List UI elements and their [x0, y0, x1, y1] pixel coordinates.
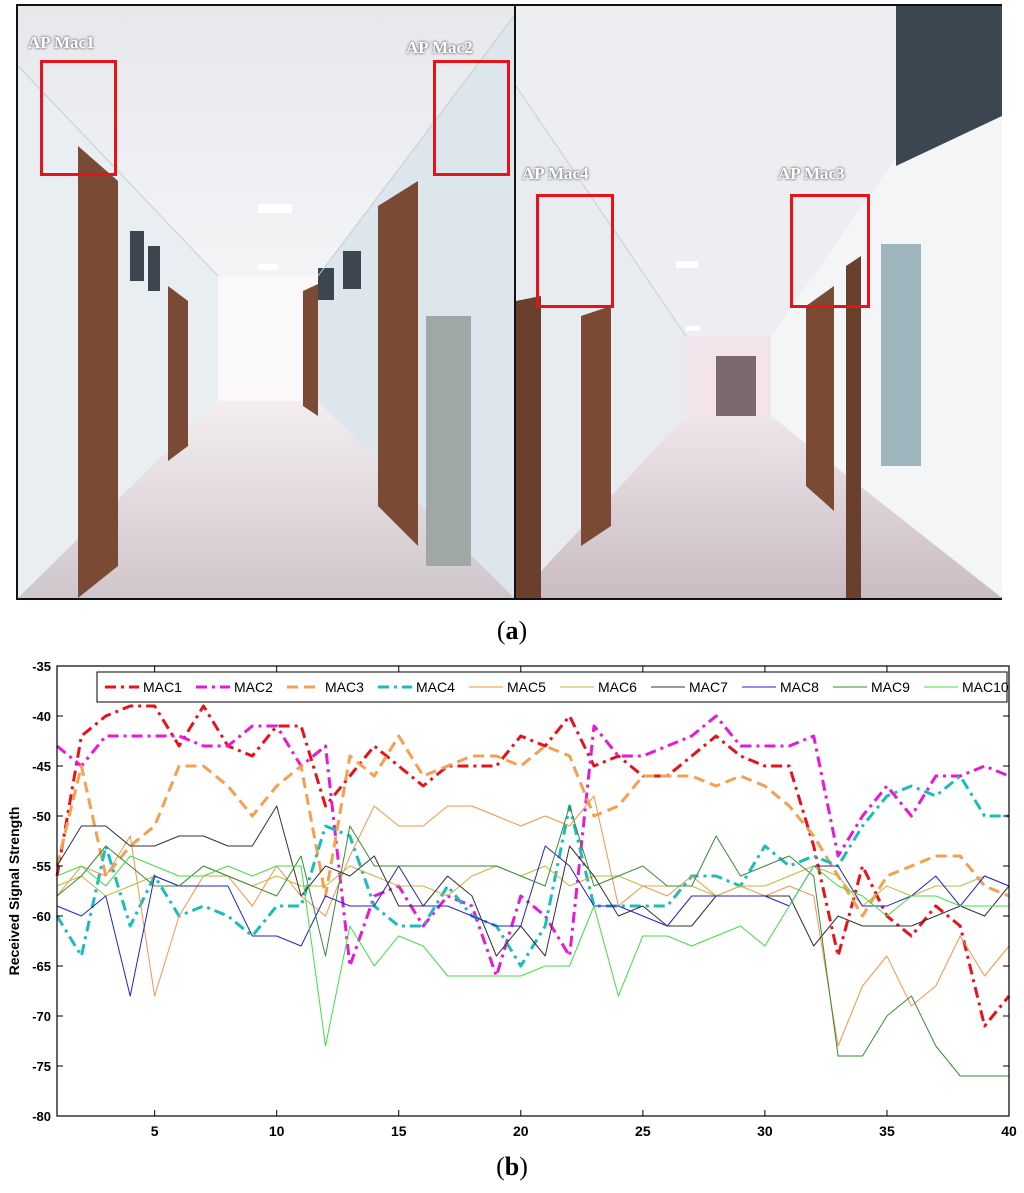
y-tick-label: -45 — [32, 759, 51, 774]
ap-mac2-box — [433, 60, 510, 176]
axis-layer: -80 -75 -70 -65 -60 -55 -50 -45 -40 -35 5 10 15 20 25 3… — [6, 659, 1017, 1139]
ap-mac3-label: AP Mac3 — [778, 164, 845, 183]
series-line-mac5 — [56, 795, 1010, 1047]
ap-mac1-box — [40, 60, 117, 176]
y-tick-label: -50 — [32, 809, 51, 824]
corridor-left-illustration — [18, 6, 514, 598]
legend-label-mac2: MAC2 — [234, 679, 273, 695]
series-line-mac10 — [56, 855, 1009, 1047]
series-line-mac3 — [55, 734, 1010, 918]
legend-label-mac5: MAC5 — [507, 679, 546, 695]
y-tick-label: -70 — [32, 1009, 51, 1024]
x-tick-label: 35 — [879, 1123, 895, 1139]
corridor-photos: AP Mac1 AP Mac2 AP Mac3 AP Mac4 — [16, 4, 1002, 600]
series-line-mac2 — [56, 714, 1010, 978]
legend-label-mac10: MAC10 — [962, 679, 1009, 695]
series-line-mac7 — [56, 805, 1010, 957]
legend-label-mac9: MAC9 — [871, 679, 910, 695]
caption-a: (a) — [496, 616, 528, 645]
y-tick-label: -35 — [32, 659, 51, 674]
ap-mac4-label: AP Mac4 — [522, 164, 589, 183]
caption-b: (b) — [496, 1152, 528, 1181]
y-tick-label: -75 — [32, 1059, 51, 1074]
legend-label-mac8: MAC8 — [780, 679, 819, 695]
x-tick-label: 25 — [635, 1123, 651, 1139]
x-tick-label: 15 — [391, 1123, 407, 1139]
corridor-photo-right — [516, 6, 1002, 598]
series-line-mac1 — [55, 704, 1011, 1028]
corridor-photo-left — [18, 6, 514, 598]
x-tick-label: 20 — [513, 1123, 529, 1139]
y-tick-label: -55 — [32, 859, 51, 874]
ap-mac2-label: AP Mac2 — [406, 38, 473, 57]
legend-label-mac6: MAC6 — [598, 679, 637, 695]
y-tick-label: -40 — [32, 709, 51, 724]
series-line-mac8 — [56, 845, 1010, 997]
series-line-mac4 — [55, 774, 1009, 968]
y-tick-label: -60 — [32, 909, 51, 924]
x-tick-label: 5 — [151, 1123, 159, 1139]
corridor-right-illustration — [516, 6, 1002, 598]
ap-mac3-box — [790, 194, 870, 308]
y-tick-label: -65 — [32, 959, 51, 974]
x-tick-label: 10 — [269, 1123, 285, 1139]
ap-mac4-box — [536, 194, 614, 308]
x-tick-label: 30 — [757, 1123, 773, 1139]
y-tick-label: -80 — [32, 1109, 51, 1124]
plot-frame — [56, 665, 1010, 1117]
x-tick-label: 40 — [1001, 1123, 1017, 1139]
legend-label-mac3: MAC3 — [325, 679, 364, 695]
caption-a-letter: a — [505, 616, 519, 645]
ap-mac1-label: AP Mac1 — [28, 33, 95, 52]
y-axis-label: Received Signal Strength — [6, 807, 22, 976]
caption-b-letter: b — [504, 1152, 520, 1181]
legend-label-mac7: MAC7 — [689, 679, 728, 695]
legend-label-mac4: MAC4 — [416, 679, 455, 695]
series-layer — [55, 704, 1011, 1077]
rss-line-chart: -80 -75 -70 -65 -60 -55 -50 -45 -40 -35 5 10 15 20 25 3… — [6, 659, 1017, 1139]
photo-divider — [514, 6, 516, 598]
legend-label-mac1: MAC1 — [143, 679, 182, 695]
chart-legend: MAC1 MAC2 MAC3 MAC4 MAC5 MAC6 MAC7 MAC8 MAC9 MAC1… — [96, 671, 1009, 703]
